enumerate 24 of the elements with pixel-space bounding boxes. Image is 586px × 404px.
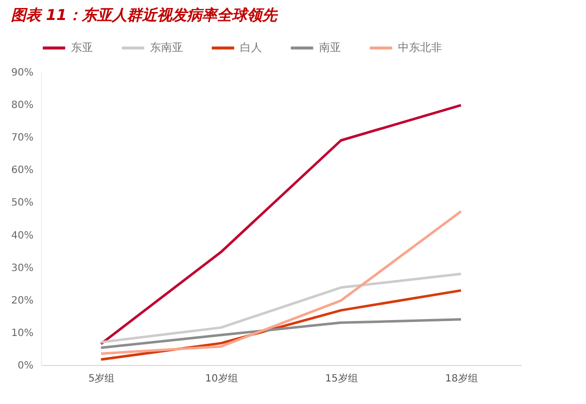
- x-tick-label: 5岁组: [88, 372, 115, 384]
- y-tick-label: 30%: [11, 262, 34, 274]
- y-tick-label: 20%: [11, 295, 34, 306]
- y-tick-label: 0%: [18, 360, 34, 372]
- y-tick-label: 50%: [11, 198, 34, 209]
- x-tick-label: 10岁组: [205, 372, 238, 384]
- line-series: [100, 210, 462, 355]
- y-tick-label: 10%: [11, 328, 34, 339]
- line-series: [100, 104, 462, 346]
- line-series: [100, 318, 462, 349]
- y-tick-label: 80%: [11, 100, 34, 112]
- y-tick-label: 40%: [11, 230, 34, 242]
- y-tick-label: 60%: [11, 165, 34, 176]
- x-tick-label: 15岁组: [325, 372, 358, 384]
- x-tick-label: 18岁组: [445, 372, 478, 384]
- legend-label: 东南亚: [150, 41, 183, 54]
- legend-label: 东亚: [71, 41, 93, 54]
- chart-title: 图表 11：东亚人群近视发病率全球领先: [10, 6, 279, 24]
- legend-label: 南亚: [319, 41, 341, 54]
- legend-label: 中东北非: [398, 41, 442, 54]
- line-series: [100, 272, 462, 344]
- legend-label: 白人: [240, 41, 262, 54]
- y-tick-label: 70%: [11, 132, 34, 144]
- y-tick-label: 90%: [11, 68, 34, 78]
